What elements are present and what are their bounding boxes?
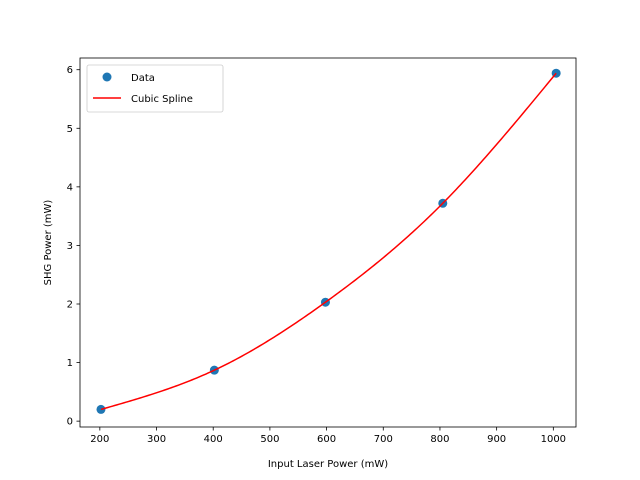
x-tick-label-500: 500 — [260, 434, 279, 445]
x-tick-label-800: 800 — [430, 434, 449, 445]
legend-label-data: Data — [131, 73, 155, 84]
x-axis: 200 300 400 500 600 700 800 900 1000 — [90, 427, 566, 445]
y-tick-label-6: 6 — [67, 65, 73, 76]
x-tick-label-300: 300 — [147, 434, 166, 445]
x-tick-label-200: 200 — [90, 434, 109, 445]
cubic-spline-line — [100, 72, 557, 411]
y-axis-label: SHG Power (mW) — [43, 200, 54, 286]
y-tick-label-3: 3 — [67, 241, 73, 252]
y-tick-label-2: 2 — [67, 300, 73, 311]
y-tick-label-1: 1 — [67, 358, 73, 369]
y-axis: 0 1 2 3 4 5 6 — [67, 65, 80, 428]
legend-label-spline: Cubic Spline — [131, 94, 193, 105]
y-tick-label-5: 5 — [67, 124, 73, 135]
legend: Data Cubic Spline — [86, 64, 224, 113]
legend-marker-data — [102, 72, 112, 82]
x-tick-label-600: 600 — [317, 434, 336, 445]
x-axis-label: Input Laser Power (mW) — [268, 459, 388, 470]
y-tick-label-0: 0 — [67, 417, 73, 428]
legend-box — [86, 64, 224, 113]
axes-frame — [79, 57, 577, 428]
x-tick-label-700: 700 — [374, 434, 393, 445]
y-tick-label-4: 4 — [67, 182, 73, 193]
plot-area — [96, 68, 561, 414]
x-tick-label-900: 900 — [487, 434, 506, 445]
x-tick-label-1000: 1000 — [541, 434, 566, 445]
x-tick-label-400: 400 — [204, 434, 223, 445]
